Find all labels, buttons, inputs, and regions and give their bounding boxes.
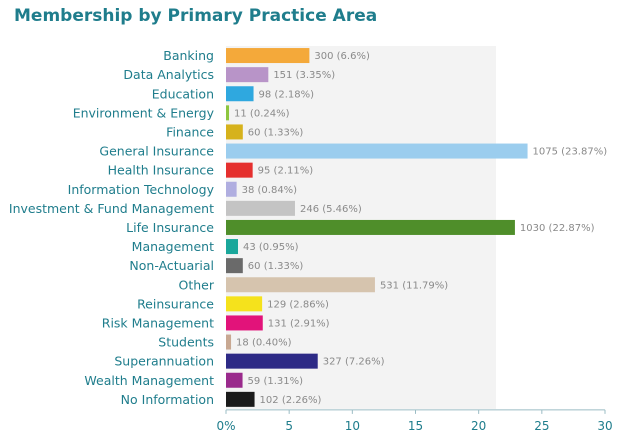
bar <box>226 219 515 235</box>
x-tick-label: 30 <box>597 419 612 433</box>
x-tick-label: 20 <box>471 419 486 433</box>
x-tick-label: 0% <box>216 419 235 433</box>
bar <box>226 258 243 274</box>
data-label: 151 (3.35%) <box>273 70 335 81</box>
category-label: Banking <box>163 48 214 63</box>
bar <box>226 391 255 407</box>
bar <box>226 181 237 197</box>
bar <box>226 315 263 331</box>
data-label: 43 (0.95%) <box>243 242 299 253</box>
data-label: 98 (2.18%) <box>259 89 315 100</box>
category-label: Superannuation <box>114 354 214 369</box>
bar <box>226 86 254 102</box>
category-label: No Information <box>121 392 214 407</box>
category-label: Health Insurance <box>108 163 215 178</box>
data-label: 38 (0.84%) <box>242 185 298 196</box>
data-label: 18 (0.40%) <box>236 338 292 349</box>
category-label: Other <box>179 277 215 292</box>
x-tick-label: 15 <box>408 419 423 433</box>
category-label: Non-Actuarial <box>129 258 214 273</box>
data-label: 327 (7.26%) <box>323 357 385 368</box>
category-label: Information Technology <box>68 182 215 197</box>
bar <box>226 124 243 140</box>
category-label: Finance <box>166 124 214 139</box>
data-label: 1030 (22.87%) <box>520 223 595 234</box>
bar <box>226 296 263 312</box>
bar <box>226 200 295 216</box>
data-label: 59 (1.31%) <box>248 376 304 387</box>
bar <box>226 372 243 388</box>
data-label: 131 (2.91%) <box>268 318 330 329</box>
bar <box>226 105 230 121</box>
category-label: Environment & Energy <box>73 105 215 120</box>
category-label: Management <box>132 239 214 254</box>
category-label: Investment & Fund Management <box>9 201 214 216</box>
data-label: 300 (6.6%) <box>314 51 370 62</box>
bar <box>226 162 253 178</box>
category-label: Education <box>152 86 214 101</box>
x-tick-label: 25 <box>534 419 549 433</box>
bar <box>226 334 232 350</box>
x-tick-label: 5 <box>285 419 293 433</box>
bar <box>226 277 375 293</box>
category-label: Risk Management <box>102 315 214 330</box>
chart-title: Membership by Primary Practice Area <box>14 6 378 26</box>
data-label: 246 (5.46%) <box>300 204 362 215</box>
data-label: 102 (2.26%) <box>260 395 322 406</box>
bar <box>226 67 269 83</box>
category-label: Students <box>158 335 214 350</box>
bar <box>226 353 318 369</box>
x-tick-label: 10 <box>345 419 360 433</box>
data-label: 1075 (23.87%) <box>533 147 608 158</box>
bar <box>226 48 310 64</box>
category-label: Wealth Management <box>84 373 214 388</box>
category-label: Data Analytics <box>123 67 214 82</box>
bar <box>226 239 239 255</box>
data-label: 60 (1.33%) <box>248 127 304 138</box>
data-label: 95 (2.11%) <box>258 166 314 177</box>
category-label: Life Insurance <box>126 220 214 235</box>
category-label: General Insurance <box>99 144 214 159</box>
data-label: 11 (0.24%) <box>234 108 290 119</box>
data-label: 60 (1.33%) <box>248 261 304 272</box>
data-label: 129 (2.86%) <box>267 299 329 310</box>
bar <box>226 143 528 159</box>
data-label: 531 (11.79%) <box>380 280 448 291</box>
category-label: Reinsurance <box>137 296 214 311</box>
